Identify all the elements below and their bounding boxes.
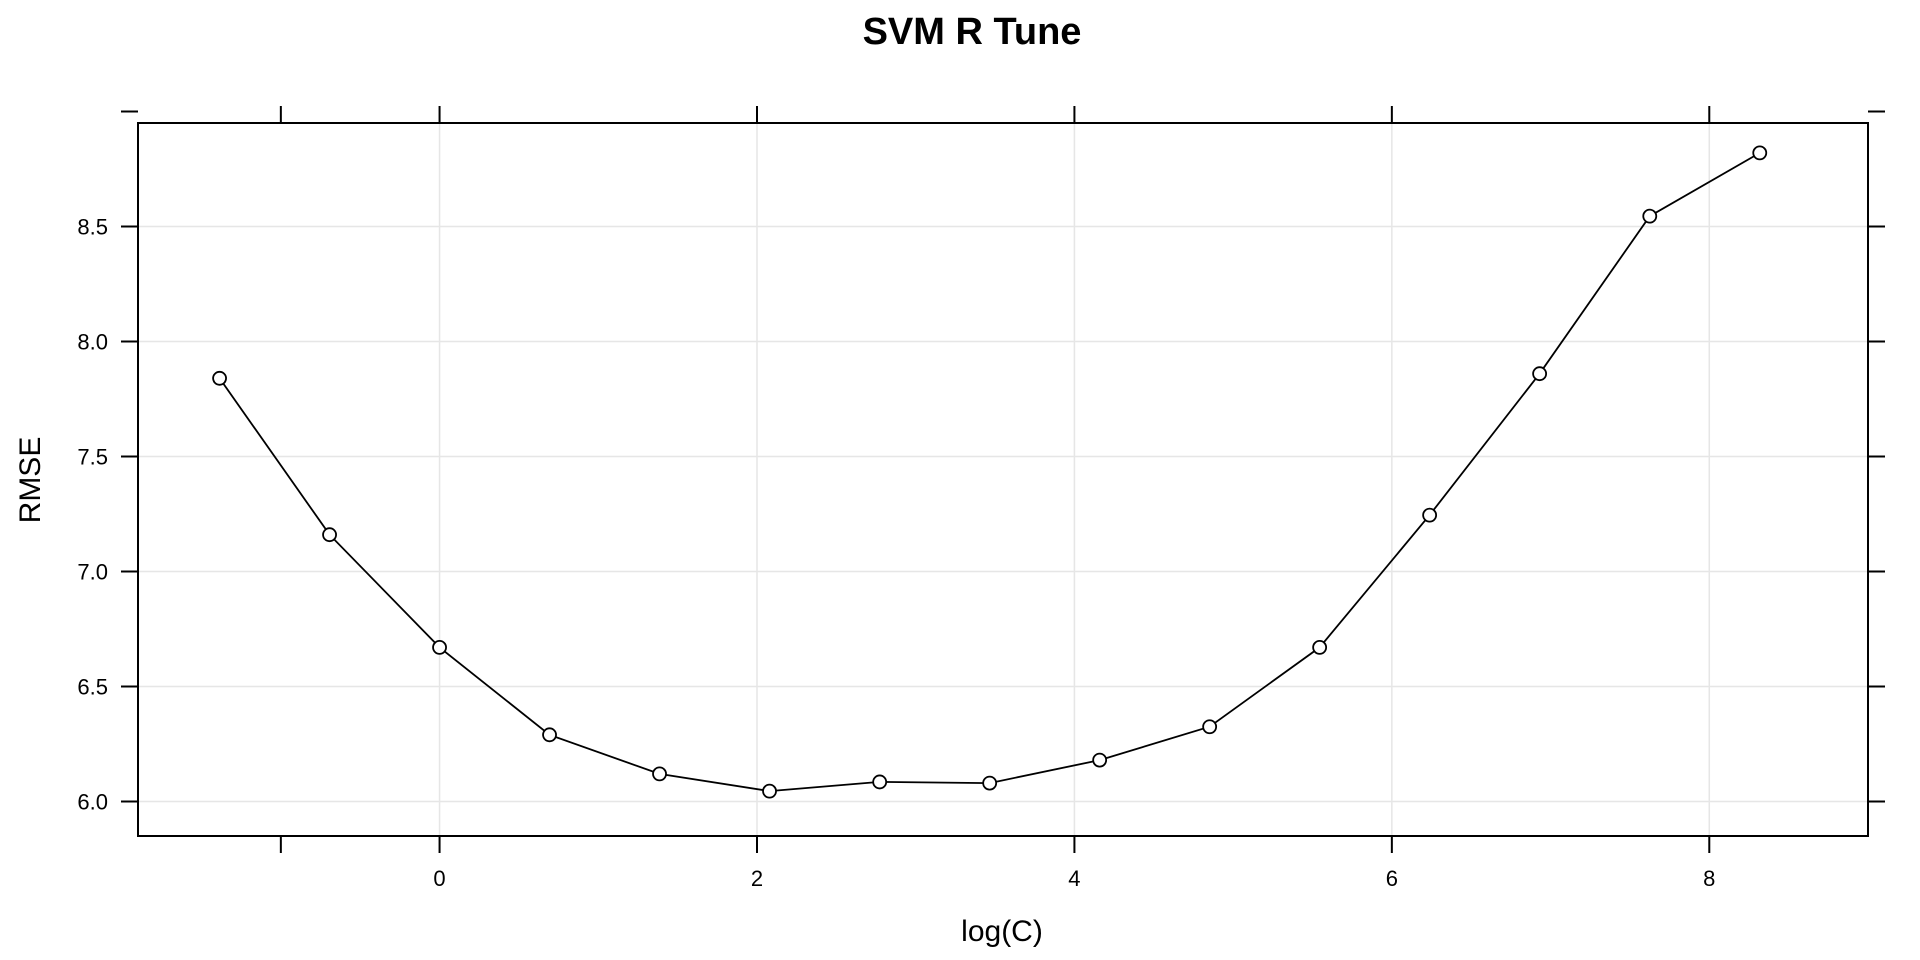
data-point <box>1312 640 1328 655</box>
y-tick-label: 8.5 <box>77 215 108 240</box>
data-point <box>762 783 777 799</box>
grid-lines <box>138 123 1868 836</box>
x-tick-label: 2 <box>751 866 763 891</box>
plot-frame <box>137 122 1869 837</box>
data-point <box>872 774 888 790</box>
data-point <box>982 775 998 791</box>
data-point <box>1532 366 1548 382</box>
axis-ticks: 0 2 4 6 8 6.0 6.5 7.0 7.5 8.0 8.5 <box>77 106 1885 891</box>
data-point <box>212 370 227 386</box>
y-tick-label: 7.0 <box>77 560 108 585</box>
y-tick-label: 7.5 <box>77 445 108 470</box>
y-tick-label: 6.5 <box>77 675 108 700</box>
series-line <box>218 152 1761 793</box>
x-tick-label: 0 <box>433 866 445 891</box>
data-point <box>432 640 447 655</box>
x-tick-label: 4 <box>1068 866 1080 891</box>
data-point <box>542 727 557 743</box>
x-tick-label: 6 <box>1386 866 1398 891</box>
data-point <box>1202 719 1218 735</box>
y-tick-label: 8.0 <box>77 330 108 355</box>
y-axis-label: RMSE <box>14 437 47 524</box>
data-point <box>652 766 667 782</box>
data-point <box>1642 208 1658 224</box>
data-point <box>322 527 337 543</box>
x-axis-label: log(C) <box>961 915 1043 948</box>
data-point <box>1752 145 1768 161</box>
data-point <box>1422 507 1438 523</box>
x-tick-label: 8 <box>1703 866 1715 891</box>
y-tick-label: 6.0 <box>77 790 108 815</box>
chart-title: SVM R Tune <box>863 11 1082 53</box>
series-group <box>212 145 1768 799</box>
data-point <box>1092 752 1108 768</box>
